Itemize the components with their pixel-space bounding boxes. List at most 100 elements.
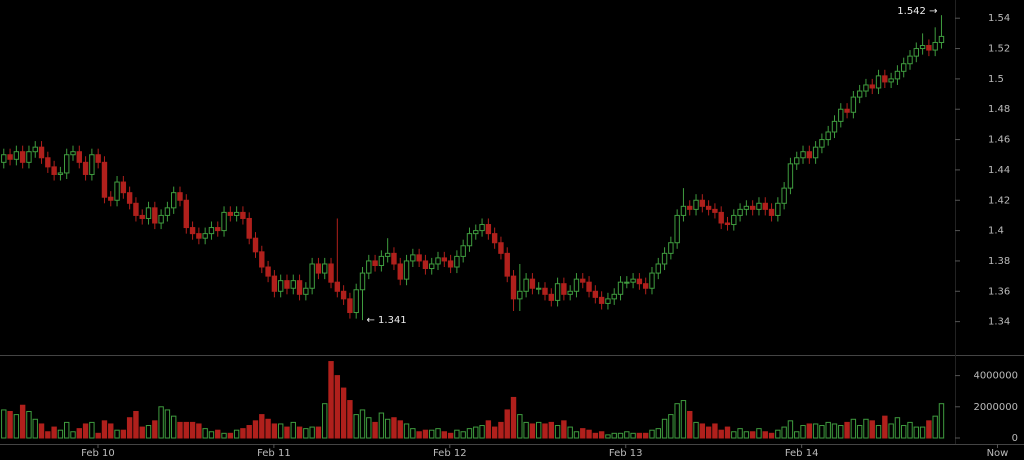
candle-body	[819, 139, 825, 148]
volume-bar	[189, 421, 196, 439]
candle-body	[422, 260, 429, 270]
candle-body	[649, 272, 655, 289]
candle-body	[636, 278, 643, 285]
candle-body	[775, 202, 781, 216]
candle-body	[391, 252, 397, 265]
volume-bar	[1, 409, 7, 439]
volume-bar	[126, 417, 133, 439]
volume-bar	[617, 432, 624, 439]
volume-bar	[32, 418, 38, 439]
candle-body	[32, 146, 38, 153]
candle-body	[133, 202, 139, 216]
volume-bar	[221, 432, 227, 439]
volume-bar	[856, 425, 863, 439]
candle-body	[536, 287, 542, 290]
volume-bar	[749, 431, 756, 439]
candle-body	[661, 252, 668, 265]
volume-bar	[844, 421, 850, 439]
volume-bar	[177, 421, 183, 439]
candle-body	[825, 131, 831, 141]
candle-body	[919, 45, 926, 50]
volume-bar	[233, 429, 240, 439]
candle-body	[366, 260, 372, 274]
candle-body	[529, 278, 536, 289]
volume-bar	[598, 431, 605, 439]
volume-bar	[359, 409, 366, 439]
volume-bar	[240, 428, 246, 439]
volume-bar	[372, 421, 378, 439]
candle-body	[284, 280, 290, 289]
candle-body	[372, 260, 378, 266]
y-tick-label: 1.5	[988, 74, 1004, 85]
candle-body	[504, 252, 510, 277]
volume-bar	[529, 423, 536, 439]
volume-bar	[674, 403, 680, 439]
candle-body	[926, 45, 932, 51]
volume-bar	[548, 421, 554, 439]
candle-body	[183, 199, 189, 229]
candle-body	[611, 293, 617, 300]
candle-body	[441, 257, 448, 262]
volume-bar	[630, 432, 636, 439]
candle-body	[781, 187, 787, 204]
candle-body	[315, 263, 322, 274]
candle-body	[699, 199, 706, 207]
candle-body	[485, 224, 492, 235]
candle-body	[416, 254, 422, 262]
candle-body	[196, 233, 202, 239]
volume-bar	[466, 428, 473, 439]
candle-body	[674, 214, 680, 244]
volume-bar	[888, 423, 894, 439]
candle-body	[863, 84, 869, 92]
candle-body	[309, 263, 315, 289]
volume-bar	[523, 421, 529, 439]
candle-body	[227, 211, 234, 216]
volume-bar	[347, 400, 353, 439]
volume-bar	[901, 425, 907, 439]
candle-body	[831, 120, 838, 133]
candle-body	[378, 255, 385, 266]
y-tick-label: 1.46	[988, 135, 1010, 146]
volume-bar	[328, 361, 334, 439]
volume-bar	[397, 420, 403, 439]
volume-tick-label: 2000000	[973, 402, 1018, 413]
candle-body	[592, 290, 599, 298]
candle-body	[101, 161, 108, 198]
candle-body	[454, 255, 460, 268]
volume-bar	[114, 429, 120, 439]
candle-body	[334, 281, 341, 292]
candle-body	[202, 233, 208, 239]
candle-body	[145, 207, 152, 219]
volume-bar	[145, 425, 152, 439]
candle-body	[38, 146, 45, 159]
volume-bar	[762, 431, 768, 439]
volume-bar	[825, 421, 831, 439]
volume-bar	[429, 429, 435, 439]
volume-bar	[265, 418, 271, 439]
volume-bar	[573, 431, 580, 439]
volume-bar	[410, 428, 416, 439]
candle-body	[642, 283, 649, 289]
candle-body	[938, 35, 945, 43]
candle-body	[89, 154, 95, 175]
candle-body	[208, 227, 215, 235]
y-tick-label: 1.34	[988, 317, 1010, 328]
candle-body	[277, 280, 284, 292]
candle-body	[580, 278, 586, 283]
volume-bar	[422, 429, 429, 439]
y-tick-label: 1.42	[988, 195, 1010, 206]
candle-body	[108, 196, 114, 201]
y-tick-label: 1.36	[988, 286, 1010, 297]
candle-body	[170, 192, 177, 209]
candle-body	[259, 251, 265, 268]
candle-body	[64, 154, 70, 174]
volume-bar	[693, 421, 699, 439]
candle-body	[598, 296, 605, 304]
candle-body	[290, 280, 296, 289]
volume-bar	[366, 417, 372, 439]
candle-body	[340, 290, 347, 300]
volume-bar	[227, 432, 234, 439]
volume-bar	[322, 403, 328, 439]
candle-body	[844, 108, 850, 113]
volume-bar	[636, 432, 643, 439]
